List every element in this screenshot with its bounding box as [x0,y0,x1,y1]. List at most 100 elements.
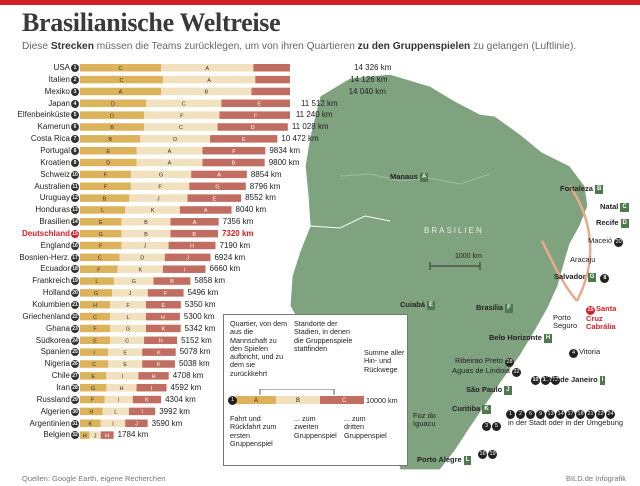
bar-group-letter: H [119,386,123,392]
team-label: Russland [36,394,70,404]
bar-group-letter: K [145,398,149,404]
rank-badge: 30 [71,407,79,416]
bar-segment [217,123,288,131]
team-label: Costa Rica [30,134,70,144]
bar-segment [80,194,130,202]
team-label: Kroatien [40,157,70,167]
city-cuiaba-name: Cuiabá [400,300,426,309]
bar-segment [221,99,290,108]
footer-source: Quellen: Google Earth, eigene Recherchen [22,474,166,483]
bar-group-letter: D [173,137,177,143]
total-distance-label: 14 040 km [348,86,386,96]
bar-segment [130,182,190,190]
bar-segment [202,158,265,167]
team-label: Kamerun [37,122,70,132]
legend-sample-total: 10000 km [366,396,398,405]
bar-group-letter: E [91,374,95,380]
legend-third-text: ... zum dritten Gruppenspiel [344,414,387,440]
bar-group-letter: C [119,78,123,84]
rank-badge: 4 [71,99,79,108]
sp-number: 13 [546,410,555,419]
bar-group-letter: E [123,350,127,356]
bar-segment [210,135,278,143]
bar-group-letter: G [215,184,219,190]
team-label: Argentinien [29,418,70,428]
porto-alegre-number: 16 [478,450,487,459]
bar-segment [108,360,143,368]
bar-segment [89,431,101,439]
bar-group-letter: B [103,196,107,202]
map-maceio-label: Maceió [588,236,613,245]
bar-segment [251,87,290,96]
bar-segment [104,395,133,404]
bar-segment [113,277,154,285]
team-label: Italien [48,74,70,84]
bar-segment [153,277,191,285]
bar-segment [80,170,131,179]
city-brasilia-tag: F [505,303,513,313]
rank-badge: 2 [71,75,79,84]
total-distance-label: 14 326 km [354,63,392,72]
city-brasilia-name: Brasília [476,303,504,312]
bar-row: CAD [80,64,290,72]
bar-segment [161,87,252,96]
bar-group-letter: A [204,208,208,214]
rank-badge: 26 [71,360,79,369]
legend-sample-group-a: A [254,398,259,404]
bar-segment [187,194,242,202]
map-porto-seguro: Porto Seguro [553,313,578,330]
bar-group-letter: A [205,66,209,72]
south-america-land [289,73,589,470]
bar-group-letter: L [101,208,104,214]
city-manaus-tag: A [419,172,429,182]
bar-group-letter: D [106,161,110,167]
total-distance-label: 5342 km [184,323,216,333]
bar-segment [80,312,111,321]
sp-number: 24 [606,410,615,419]
travel-arc-salvador [540,240,578,302]
bar-segment [117,265,163,273]
bar-group-letter: B [144,220,148,226]
bar-segment [108,348,143,356]
bar-segment [80,146,137,155]
bar-group-letter: K [157,350,161,356]
bar-segment [80,395,105,404]
city-salvador-name: Salvador [554,272,586,281]
brazil-map [289,73,592,470]
bar-group-letter: F [93,327,97,333]
map-vitoria: 4 Vitoria [569,347,600,358]
bar-segment [80,301,111,309]
bar-group-letter: L [127,315,130,321]
rank-badge: 11 [71,182,79,191]
bar-segment [80,99,146,108]
bar-group-letter: I [112,421,114,427]
rank-badge: 29 [71,395,79,404]
bar-group-letter: E [257,101,261,107]
bar-row: ABD [80,87,290,96]
rio-number-2: 11 [541,376,550,385]
total-distance-label: 6660 km [209,264,241,274]
bar-group-letter: F [104,173,108,179]
team-label: Chile [51,371,70,381]
bar-segment [110,301,146,309]
total-distance-label: 4304 km [165,394,196,404]
bar-segment [100,431,114,439]
bar-segment [80,123,145,131]
map-scale-label: 1000 km [455,253,482,260]
bar-segment [191,170,247,179]
bar-group-letter: F [254,113,258,119]
rank-badge: 5 [71,111,79,120]
bar-segment [161,64,254,72]
rank-badge: 22 [71,312,79,321]
bar-group-letter: D [110,113,114,119]
bar-segment [121,218,171,226]
bar-group-letter: L [114,410,117,416]
